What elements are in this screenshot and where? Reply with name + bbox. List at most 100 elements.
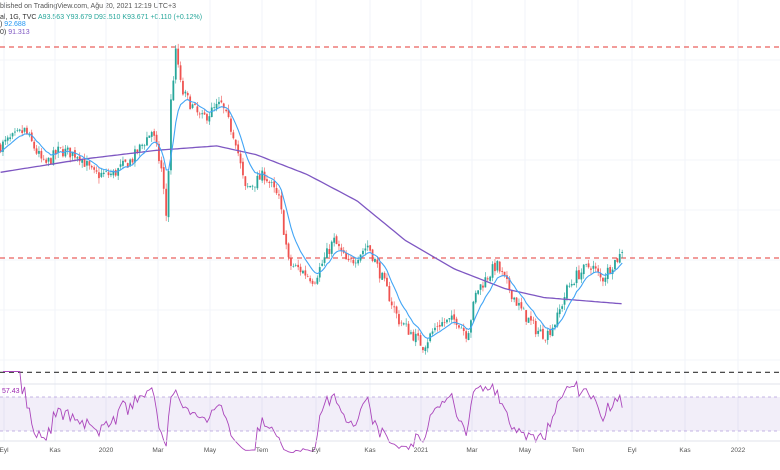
x-tick-label: 2022: [731, 447, 746, 454]
candle: [532, 316, 535, 324]
candle: [160, 156, 163, 172]
candle: [148, 135, 151, 138]
candle: [306, 273, 309, 278]
candle: [155, 131, 158, 147]
candle: [561, 304, 564, 312]
candle: [225, 109, 228, 113]
candle: [297, 259, 300, 271]
candle: [158, 141, 160, 164]
candle: [206, 112, 208, 124]
candle: [170, 94, 172, 175]
candle: [323, 252, 326, 267]
candle: [261, 167, 264, 183]
candle: [424, 345, 427, 355]
candle: [105, 168, 108, 173]
candle: [434, 323, 436, 333]
candle: [138, 143, 141, 157]
rsi-band: [0, 397, 780, 431]
candle: [110, 169, 112, 178]
candle: [518, 298, 520, 311]
published-caption: blished on TradingView.com, Ağu 20, 2021…: [0, 3, 176, 10]
candle: [554, 324, 556, 331]
candle: [321, 259, 324, 267]
x-tick-label: Mar: [466, 447, 478, 454]
candle: [287, 242, 290, 261]
candle: [131, 157, 134, 165]
x-tick-label: Eyl: [0, 447, 9, 454]
x-tick-label: Kas: [364, 447, 376, 454]
candle: [124, 159, 127, 163]
candle: [263, 167, 266, 185]
candle: [38, 146, 40, 158]
candle: [90, 164, 93, 170]
candle: [402, 322, 405, 326]
candle: [143, 143, 146, 150]
rsi-value-label: 57.43: [2, 388, 20, 395]
candle: [494, 259, 496, 276]
candle: [282, 209, 285, 236]
candle: [76, 156, 79, 162]
candle: [530, 311, 532, 326]
candle: [426, 338, 429, 353]
candle: [52, 146, 55, 166]
candle: [566, 283, 568, 302]
candle: [450, 310, 453, 324]
candle: [484, 272, 487, 288]
grid: [0, 0, 780, 441]
open-value: A93.563: [38, 14, 65, 21]
candle: [218, 97, 220, 109]
candle: [513, 296, 516, 303]
candle: [342, 247, 345, 254]
candle: [112, 169, 115, 179]
candle: [227, 104, 230, 119]
candle: [95, 166, 98, 174]
candle: [256, 171, 259, 190]
ma-fast-legend: ) 92.688: [0, 21, 26, 28]
candle: [292, 263, 295, 268]
candle: [438, 319, 441, 331]
candle: [563, 292, 566, 310]
candle: [134, 145, 136, 167]
candles: [0, 43, 624, 355]
candle: [544, 339, 547, 343]
candle: [208, 112, 211, 125]
candle: [86, 155, 88, 171]
candle: [616, 257, 619, 264]
candle: [242, 157, 244, 179]
candle: [597, 264, 600, 277]
candle: [177, 43, 180, 68]
candle: [179, 61, 182, 83]
candle: [302, 269, 304, 274]
candle: [11, 132, 14, 140]
candle: [328, 244, 331, 259]
candle: [371, 248, 374, 263]
candle: [304, 265, 307, 280]
candle: [210, 102, 213, 118]
candle: [122, 156, 124, 170]
candle: [254, 186, 256, 192]
candle: [285, 230, 288, 250]
candle: [436, 322, 439, 332]
candle: [119, 159, 122, 171]
candle: [503, 271, 506, 278]
candle: [203, 109, 206, 115]
x-tick-label: 2020: [99, 447, 114, 454]
candle: [496, 260, 499, 273]
candle: [93, 165, 96, 174]
candle: [542, 323, 544, 340]
candle: [602, 277, 604, 287]
candle: [299, 263, 302, 276]
candle: [614, 259, 616, 272]
candle: [405, 318, 408, 327]
candle: [568, 282, 571, 288]
candle: [167, 169, 170, 223]
change-value: +0.110 (+0.12%): [150, 14, 203, 21]
horizontal-lines: [0, 46, 780, 373]
candle: [239, 150, 242, 169]
candle: [6, 135, 9, 145]
candle: [184, 89, 187, 98]
time-axis[interactable]: Eyl Kas 2020 Mar May Tem Eyl Kas 2021 Mar May Tem Ey…: [0, 447, 746, 454]
candle: [390, 297, 393, 310]
candle: [482, 281, 484, 292]
